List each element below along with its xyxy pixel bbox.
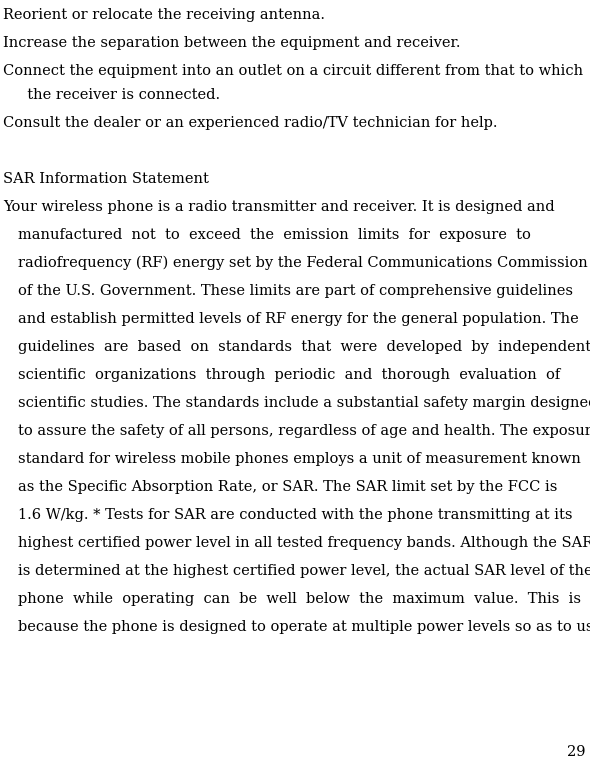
Text: because the phone is designed to operate at multiple power levels so as to use: because the phone is designed to operate… — [18, 620, 590, 634]
Text: guidelines  are  based  on  standards  that  were  developed  by  independent: guidelines are based on standards that w… — [18, 340, 590, 354]
Text: 1.6 W/kg. * Tests for SAR are conducted with the phone transmitting at its: 1.6 W/kg. * Tests for SAR are conducted … — [18, 508, 572, 522]
Text: phone  while  operating  can  be  well  below  the  maximum  value.  This  is: phone while operating can be well below … — [18, 592, 581, 606]
Text: as the Specific Absorption Rate, or SAR. The SAR limit set by the FCC is: as the Specific Absorption Rate, or SAR.… — [18, 480, 558, 494]
Text: the receiver is connected.: the receiver is connected. — [18, 88, 220, 102]
Text: Reorient or relocate the receiving antenna.: Reorient or relocate the receiving anten… — [3, 8, 325, 22]
Text: of the U.S. Government. These limits are part of comprehensive guidelines: of the U.S. Government. These limits are… — [18, 284, 573, 298]
Text: and establish permitted levels of RF energy for the general population. The: and establish permitted levels of RF ene… — [18, 312, 579, 326]
Text: highest certified power level in all tested frequency bands. Although the SAR: highest certified power level in all tes… — [18, 536, 590, 550]
Text: SAR Information Statement: SAR Information Statement — [3, 172, 209, 186]
Text: 29: 29 — [566, 745, 585, 759]
Text: scientific studies. The standards include a substantial safety margin designed: scientific studies. The standards includ… — [18, 396, 590, 410]
Text: Consult the dealer or an experienced radio/TV technician for help.: Consult the dealer or an experienced rad… — [3, 116, 497, 130]
Text: scientific  organizations  through  periodic  and  thorough  evaluation  of: scientific organizations through periodi… — [18, 368, 560, 382]
Text: Connect the equipment into an outlet on a circuit different from that to which: Connect the equipment into an outlet on … — [3, 64, 583, 78]
Text: Increase the separation between the equipment and receiver.: Increase the separation between the equi… — [3, 36, 461, 50]
Text: is determined at the highest certified power level, the actual SAR level of the: is determined at the highest certified p… — [18, 564, 590, 578]
Text: to assure the safety of all persons, regardless of age and health. The exposure: to assure the safety of all persons, reg… — [18, 424, 590, 438]
Text: radiofrequency (RF) energy set by the Federal Communications Commission: radiofrequency (RF) energy set by the Fe… — [18, 256, 588, 271]
Text: Your wireless phone is a radio transmitter and receiver. It is designed and: Your wireless phone is a radio transmitt… — [3, 200, 555, 214]
Text: standard for wireless mobile phones employs a unit of measurement known: standard for wireless mobile phones empl… — [18, 452, 581, 466]
Text: manufactured  not  to  exceed  the  emission  limits  for  exposure  to: manufactured not to exceed the emission … — [18, 228, 531, 242]
